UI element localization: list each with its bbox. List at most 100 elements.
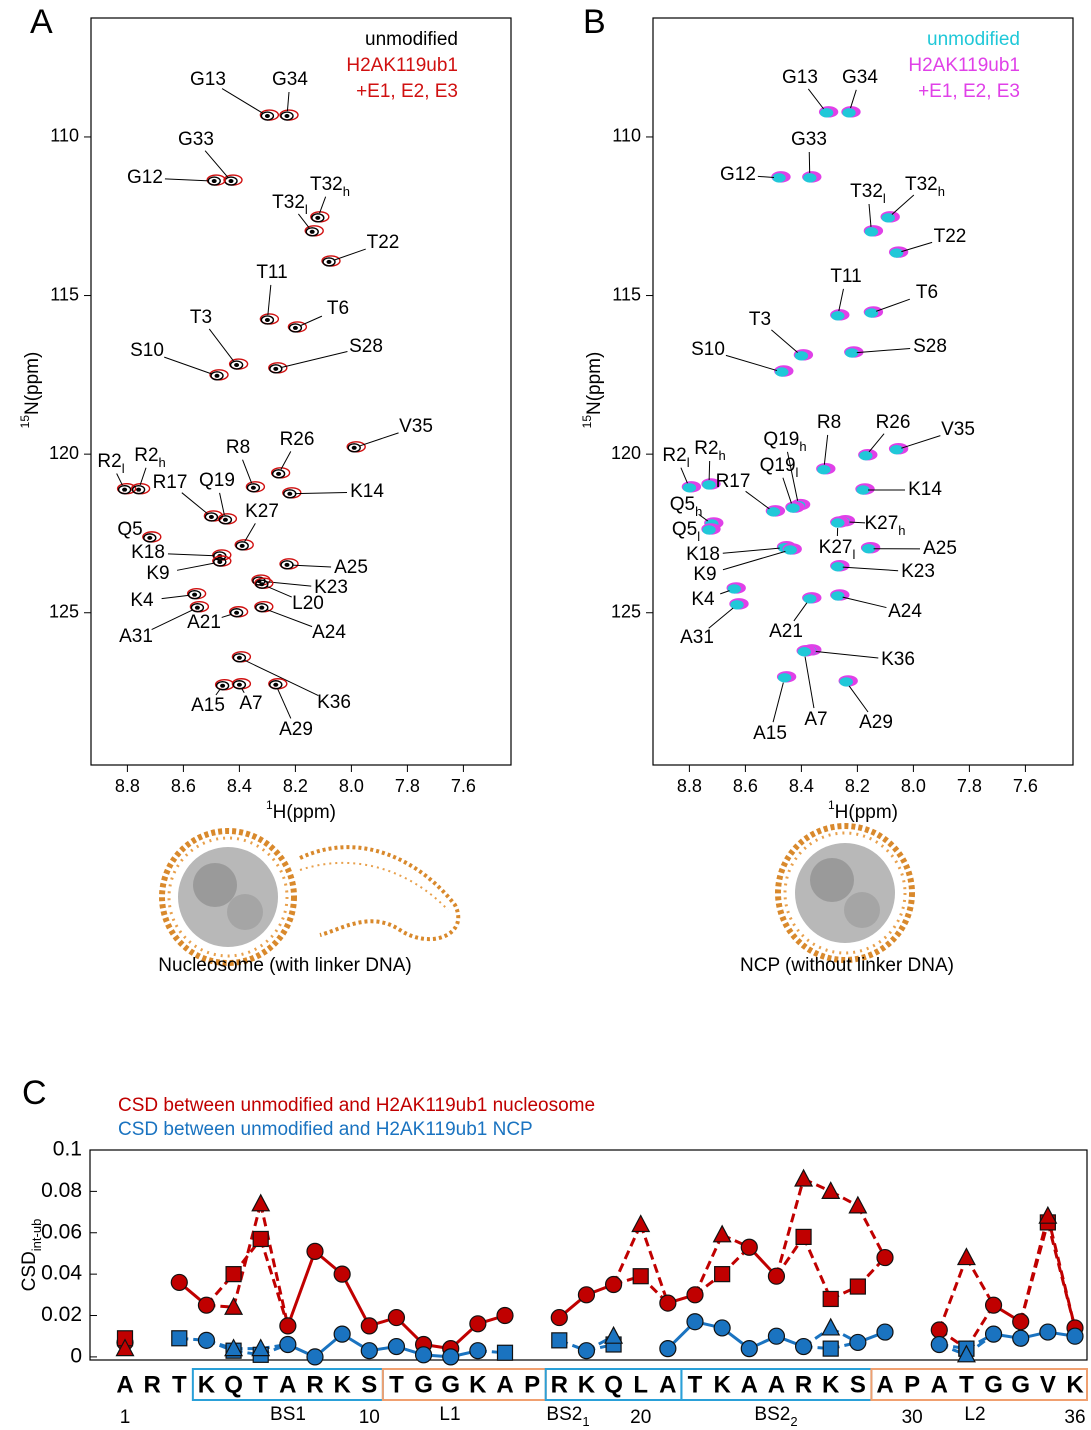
triangle-marker [821,1181,841,1199]
peak-label: S28 [913,336,947,357]
leader-line [221,613,232,618]
peak-label-text: K14 [350,481,384,502]
circle-marker [550,1308,568,1327]
peak-label: K14 [350,481,384,502]
triangle-marker [1038,1205,1058,1224]
peak-unmodified-core [734,602,740,607]
peak-unmodified-core [835,564,841,569]
dashed-segment [612,1223,643,1286]
peak-label-text: A7 [804,709,827,730]
panel-label: A [30,3,53,41]
leader-line [358,432,399,447]
circle-marker [387,1337,406,1356]
circle-marker [442,1348,460,1366]
peak-label-text: Q5 [672,519,697,540]
leader-line [868,203,872,227]
region-label-text: BS1 [270,1404,306,1425]
leader-line [720,590,730,595]
peak-unmodified-core [731,586,737,591]
peak-label: A24 [312,622,346,643]
dashed-segment [965,1256,995,1306]
peak-label-sub: h [343,184,350,199]
x-tick-label: 8.4 [227,776,252,796]
residue-letter: K [578,1371,596,1398]
residue-letter: T [253,1371,268,1398]
peak-unmodified-contour [215,681,230,691]
circle-marker [333,1265,351,1283]
peak-unmodified-contour [235,541,249,551]
peak-label-text: T11 [256,262,287,283]
leader-line [208,328,234,362]
peak-label-text: R2 [134,445,158,466]
peak-label-text: Q19 [760,455,796,476]
residue-letter: A [768,1371,785,1398]
leader-line [167,553,215,557]
peak-label-text: G34 [842,67,878,88]
peak-unmodified-core [264,114,270,119]
peak-unmodified-core [234,610,240,615]
legend-entry: CSD between unmodified and H2AK119ub1 NC… [118,1119,533,1140]
residue-letter: T [389,1371,404,1398]
peak-label-text: S28 [913,336,947,357]
region-label-sub: 1 [582,1414,589,1429]
x-tick-label: 7.6 [451,776,476,796]
circle-marker [469,1342,487,1360]
peak-label: T6 [916,282,938,303]
peak-unmodified-core [351,445,357,450]
peak-label: G12 [127,167,163,188]
peak-unmodified-core [276,471,282,476]
peak-label-sub: h [695,504,702,519]
triangle-marker [604,1325,624,1344]
circle-marker [1066,1327,1084,1345]
peak-label: K27h [864,513,905,538]
peak-label-text: K36 [317,692,351,713]
peak-label-text: K18 [686,544,720,565]
dashed-segment [802,1236,833,1300]
leader-line [722,547,780,554]
peak-unmodified-core [236,655,242,660]
peak-label: T11 [256,262,287,283]
peak-label: A15 [191,695,225,716]
leader-line [725,354,778,372]
residue-letter: R [143,1371,160,1398]
triangle-marker [251,1338,271,1357]
peak-unmodified-contour [229,608,244,618]
leader-line [698,513,709,522]
peak-label: R8 [817,412,841,433]
circle-marker [469,1315,487,1333]
peak-label: T3 [749,309,771,330]
peak-unmodified-core [236,682,242,687]
peak-label: L20 [292,593,324,614]
x-axis-label-text: H(ppm) [273,802,336,823]
peak-label: K4 [130,590,154,611]
y-tick-label: 110 [50,126,79,146]
leader-line [286,91,290,112]
y-axis-label-text: CSD [19,1251,40,1291]
peak-label-sub: h [898,523,905,538]
peak-label: A25 [334,557,368,578]
leader-line [244,523,256,542]
peak-label: G34 [272,69,308,90]
circle-marker [279,1335,297,1354]
residue-letter: G [984,1371,1003,1398]
peak-label: G33 [178,129,214,150]
peak-label: Q19 [199,470,235,491]
peak-label: R2l [97,451,124,476]
square-marker [822,1290,839,1308]
peak-unmodified-contour [260,111,275,121]
peak-unmodified-contour [280,111,294,121]
peak-unmodified-core [846,110,852,115]
peak-label: K14 [908,479,942,500]
peak-label-text: R17 [153,472,188,493]
peak-unmodified-core [894,447,900,452]
residue-letter: A [496,1371,513,1398]
y-tick-label: 0.08 [41,1179,82,1202]
leader-line [319,196,327,214]
y-tick-label: 125 [611,601,641,621]
peak-label-text: T32 [850,181,883,202]
peak-unmodified-core [779,369,785,374]
leader-line [242,459,253,484]
peak-unmodified-core [835,520,841,525]
peak-label: K27 [245,501,279,522]
